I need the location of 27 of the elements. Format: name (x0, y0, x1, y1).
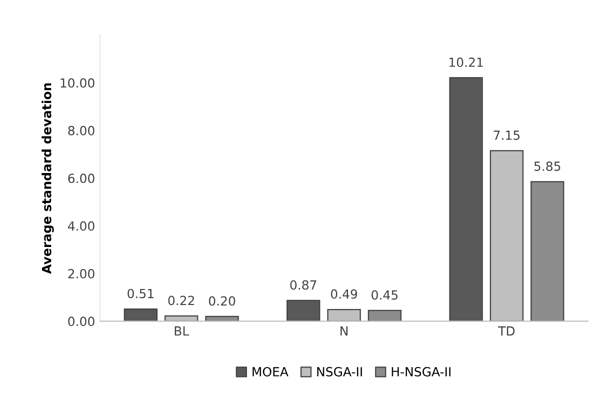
y-tick-label: 2.00 (68, 268, 94, 278)
data-label: 10.21 (450, 58, 483, 67)
x-tick-label: TD (498, 326, 515, 336)
bar (530, 181, 564, 322)
bar (449, 77, 483, 322)
y-tick-label: 0.00 (68, 316, 94, 326)
data-label: 0.87 (290, 280, 316, 290)
x-tick-label: N (340, 326, 348, 336)
data-label: 0.51 (128, 288, 154, 298)
data-label: 0.45 (372, 290, 398, 300)
y-tick-label: 10.00 (60, 78, 94, 88)
y-tick-label: 8.00 (68, 126, 94, 136)
y-axis-title: Average standard devation (42, 83, 54, 274)
bar (124, 308, 158, 322)
legend-label: MOEA (252, 366, 288, 376)
y-tick-label: 6.00 (68, 174, 94, 184)
data-label: 0.22 (168, 296, 194, 306)
data-label: 7.15 (494, 130, 520, 140)
data-label: 5.85 (534, 161, 560, 171)
data-label: 0.20 (208, 296, 236, 306)
legend-label: H-NSGA-II (392, 366, 450, 376)
x-tick-label: BL (174, 326, 190, 336)
bar (368, 310, 402, 322)
data-label: 0.49 (330, 289, 358, 299)
y-tick-label: 4.00 (68, 221, 94, 231)
legend-label: NSGA-II (317, 366, 362, 376)
bar (286, 300, 320, 322)
